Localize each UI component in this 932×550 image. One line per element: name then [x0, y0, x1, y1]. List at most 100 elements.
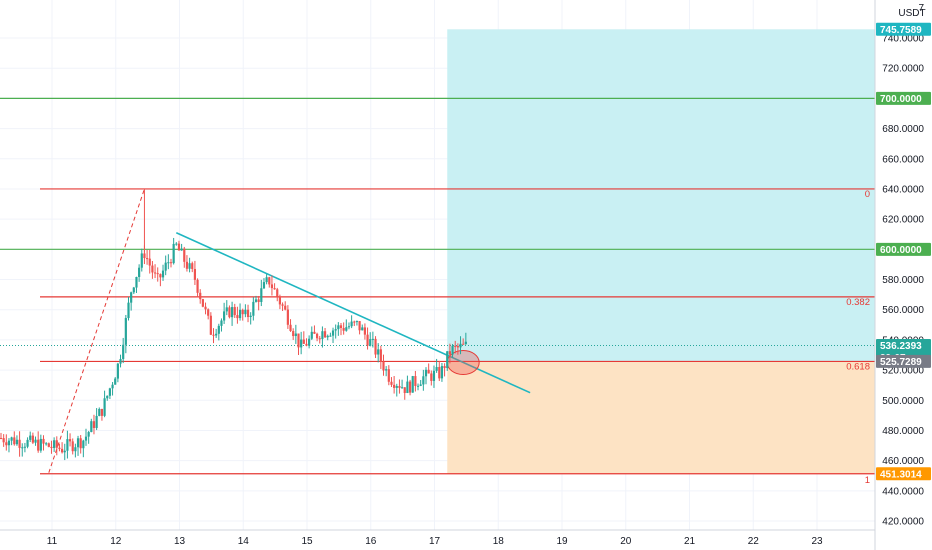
candle-body	[321, 331, 324, 340]
time-tick-label: 12	[110, 536, 122, 547]
candle-body	[220, 320, 223, 326]
badge-stop: 451.3014	[876, 467, 931, 481]
candle-body	[323, 331, 327, 338]
badge-target: 745.7589	[876, 22, 931, 36]
price-tick-label: 720.0000	[882, 64, 924, 75]
candle-body	[92, 421, 96, 428]
candle-body	[456, 346, 459, 348]
candle-body	[180, 248, 183, 251]
candle-body	[138, 267, 141, 277]
currency-label: USDT	[898, 8, 925, 19]
candle-body	[175, 243, 178, 245]
candle-body	[37, 439, 40, 451]
svg-text:536.2393: 536.2393	[880, 341, 922, 352]
fib-label-0: 0	[865, 189, 870, 200]
candle-body	[289, 324, 292, 332]
candle-body	[84, 436, 88, 441]
candle-body	[308, 338, 311, 346]
candle-body	[446, 351, 449, 369]
candle-body	[60, 448, 64, 453]
loss-zone	[447, 361, 875, 474]
candle-body	[26, 439, 29, 447]
price-tick-label: 740.0000	[882, 34, 924, 45]
price-tick-label: 660.0000	[882, 154, 924, 165]
candle-body	[297, 333, 300, 348]
candle-body	[228, 307, 231, 318]
candle-body	[135, 276, 138, 288]
candle-body	[161, 270, 165, 278]
candle-body	[87, 432, 90, 437]
candle-body	[153, 272, 157, 274]
candle-body	[462, 343, 465, 345]
candle-body	[345, 327, 348, 331]
candle-body	[2, 438, 5, 443]
svg-text:451.3014: 451.3014	[880, 469, 922, 480]
candle-body	[5, 442, 8, 446]
candle-body	[130, 292, 133, 303]
candle-body	[34, 439, 37, 443]
candle-body	[164, 262, 167, 271]
candle-body	[337, 325, 340, 330]
candle-body	[302, 339, 305, 344]
candle-body	[268, 277, 271, 285]
candle-body	[140, 253, 143, 268]
time-tick-label: 22	[748, 536, 760, 547]
candle-body	[159, 274, 162, 278]
candle-body	[47, 443, 50, 447]
candle-body	[419, 384, 422, 386]
candle-body	[339, 325, 343, 328]
candle-body	[390, 381, 393, 385]
candle-body	[262, 282, 266, 289]
price-tick-label: 580.0000	[882, 275, 924, 286]
candle-body	[326, 335, 329, 338]
candle-body	[305, 343, 308, 346]
candle-body	[284, 305, 287, 310]
candle-body	[230, 307, 234, 318]
badge-600: 600.0000	[876, 242, 931, 256]
candle-body	[363, 327, 367, 335]
candle-body	[50, 446, 53, 448]
profit-zone	[447, 29, 875, 362]
candle-body	[300, 339, 303, 348]
candle-body	[403, 387, 406, 393]
candle-body	[265, 277, 268, 283]
candle-body	[353, 321, 356, 323]
time-tick-label: 17	[429, 536, 441, 547]
candle-body	[172, 243, 175, 264]
badge-entry: 525.7289	[876, 354, 931, 368]
candle-body	[183, 248, 186, 262]
candle-body	[286, 309, 289, 325]
time-tick-label: 21	[684, 536, 696, 547]
badge-700: 700.0000	[876, 91, 931, 105]
candle-body	[132, 287, 135, 293]
candle-body	[111, 384, 114, 389]
candle-body	[361, 327, 364, 331]
candle-body	[21, 447, 24, 449]
candle-body	[212, 334, 215, 336]
candle-body	[223, 311, 226, 321]
price-badges: 745.7589 700.0000 600.0000 536.2393 39:0…	[876, 22, 931, 481]
candle-body	[369, 339, 372, 346]
candle-body	[257, 299, 260, 302]
candle-body	[95, 415, 98, 428]
candle-body	[201, 299, 204, 307]
candle-body	[119, 358, 122, 364]
candle-body	[53, 440, 56, 448]
candle-body	[98, 408, 101, 416]
time-tick-label: 13	[174, 536, 186, 547]
time-axis[interactable]: 11 12 13 14 15 16 17 18 19 20 21 22 23	[0, 529, 875, 547]
candle-body	[114, 378, 117, 385]
candle-body	[342, 327, 345, 331]
candle-body	[416, 385, 420, 387]
price-axis[interactable]: 7 740.0000 720.0000 700.0000 680.0000 660.000…	[874, 0, 932, 550]
price-tick-label: 520.0000	[882, 366, 924, 377]
candle-body	[238, 309, 242, 319]
candle-body	[385, 369, 388, 371]
candle-body	[82, 440, 85, 449]
candle-body	[100, 408, 104, 416]
candle-body	[254, 299, 258, 302]
candle-body	[148, 258, 151, 266]
candle-body	[443, 366, 446, 369]
candle-body	[191, 263, 194, 269]
